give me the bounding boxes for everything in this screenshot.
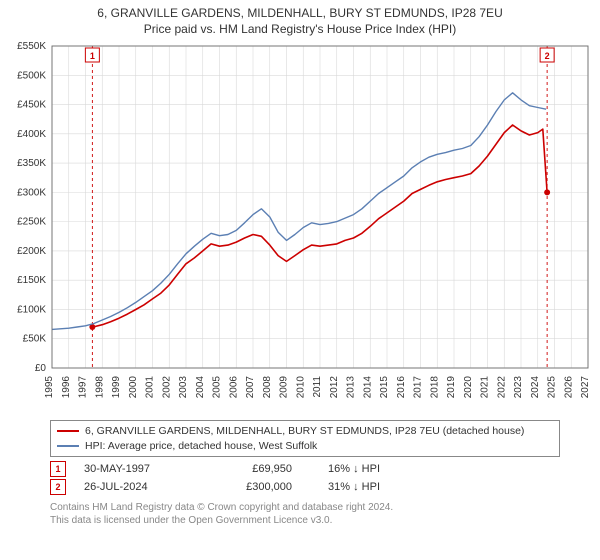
legend: 6, GRANVILLE GARDENS, MILDENHALL, BURY S… <box>50 420 560 457</box>
svg-text:£250K: £250K <box>17 217 46 228</box>
footer-attribution: Contains HM Land Registry data © Crown c… <box>50 501 560 527</box>
legend-item-hpi: HPI: Average price, detached house, West… <box>57 439 553 454</box>
chart-titles: 6, GRANVILLE GARDENS, MILDENHALL, BURY S… <box>0 0 600 36</box>
svg-text:£500K: £500K <box>17 70 46 81</box>
legend-item-property: 6, GRANVILLE GARDENS, MILDENHALL, BURY S… <box>57 424 553 439</box>
svg-text:£550K: £550K <box>17 41 46 52</box>
svg-text:1997: 1997 <box>78 376 89 399</box>
title-subtitle: Price paid vs. HM Land Registry's House … <box>0 22 600 36</box>
svg-text:2006: 2006 <box>228 376 239 399</box>
svg-text:2019: 2019 <box>446 376 457 399</box>
txn-price: £300,000 <box>212 481 292 493</box>
svg-text:2004: 2004 <box>195 376 206 399</box>
footer-line2: This data is licensed under the Open Gov… <box>50 514 560 527</box>
svg-text:2018: 2018 <box>429 376 440 399</box>
txn-date: 26-JUL-2024 <box>84 481 194 493</box>
svg-text:2023: 2023 <box>513 376 524 399</box>
svg-text:2005: 2005 <box>212 376 223 399</box>
svg-text:1995: 1995 <box>44 376 55 399</box>
txn-pct: 31% ↓ HPI <box>310 481 380 493</box>
svg-text:£300K: £300K <box>17 187 46 198</box>
svg-text:2022: 2022 <box>496 376 507 399</box>
footer-line1: Contains HM Land Registry data © Crown c… <box>50 501 560 514</box>
svg-text:1998: 1998 <box>94 376 105 399</box>
svg-text:£150K: £150K <box>17 275 46 286</box>
svg-text:2024: 2024 <box>530 376 541 399</box>
svg-text:2017: 2017 <box>413 376 424 399</box>
svg-text:2021: 2021 <box>480 376 491 399</box>
txn-date: 30-MAY-1997 <box>84 463 194 475</box>
svg-text:2012: 2012 <box>329 376 340 399</box>
title-address: 6, GRANVILLE GARDENS, MILDENHALL, BURY S… <box>0 6 600 20</box>
svg-text:2: 2 <box>545 51 550 61</box>
svg-text:£50K: £50K <box>23 334 47 345</box>
legend-swatch-property <box>57 430 79 432</box>
svg-text:1996: 1996 <box>61 376 72 399</box>
svg-text:£350K: £350K <box>17 158 46 169</box>
svg-text:£450K: £450K <box>17 100 46 111</box>
svg-text:2025: 2025 <box>547 376 558 399</box>
svg-text:2027: 2027 <box>580 376 591 399</box>
svg-text:£0: £0 <box>35 363 47 374</box>
svg-text:£400K: £400K <box>17 129 46 140</box>
transactions-table: 1 30-MAY-1997 £69,950 16% ↓ HPI 2 26-JUL… <box>50 461 560 495</box>
txn-price: £69,950 <box>212 463 292 475</box>
chart-container: £0 £50K £100K £150K £200K £250K £300K £350K £400… <box>0 36 600 416</box>
legend-label-property: 6, GRANVILLE GARDENS, MILDENHALL, BURY S… <box>85 424 524 439</box>
svg-text:2014: 2014 <box>362 376 373 399</box>
svg-text:2003: 2003 <box>178 376 189 399</box>
svg-text:£100K: £100K <box>17 304 46 315</box>
svg-text:2026: 2026 <box>563 376 574 399</box>
svg-text:2008: 2008 <box>262 376 273 399</box>
legend-swatch-hpi <box>57 445 79 447</box>
svg-text:2016: 2016 <box>396 376 407 399</box>
svg-text:1: 1 <box>90 51 95 61</box>
marker-badge-2: 2 <box>50 479 66 495</box>
svg-text:2007: 2007 <box>245 376 256 399</box>
table-row: 1 30-MAY-1997 £69,950 16% ↓ HPI <box>50 461 560 477</box>
table-row: 2 26-JUL-2024 £300,000 31% ↓ HPI <box>50 479 560 495</box>
svg-text:2000: 2000 <box>128 376 139 399</box>
svg-text:1999: 1999 <box>111 376 122 399</box>
marker-badge-1: 1 <box>50 461 66 477</box>
svg-text:2011: 2011 <box>312 376 323 398</box>
svg-text:2015: 2015 <box>379 376 390 399</box>
svg-text:2002: 2002 <box>161 376 172 399</box>
legend-label-hpi: HPI: Average price, detached house, West… <box>85 439 317 454</box>
svg-text:2010: 2010 <box>295 376 306 399</box>
price-chart: £0 £50K £100K £150K £200K £250K £300K £350K £400… <box>0 36 600 416</box>
txn-pct: 16% ↓ HPI <box>310 463 380 475</box>
svg-text:2013: 2013 <box>346 376 357 399</box>
svg-text:2001: 2001 <box>145 376 156 399</box>
svg-text:2020: 2020 <box>463 376 474 399</box>
svg-text:2009: 2009 <box>279 376 290 399</box>
svg-text:£200K: £200K <box>17 246 46 257</box>
